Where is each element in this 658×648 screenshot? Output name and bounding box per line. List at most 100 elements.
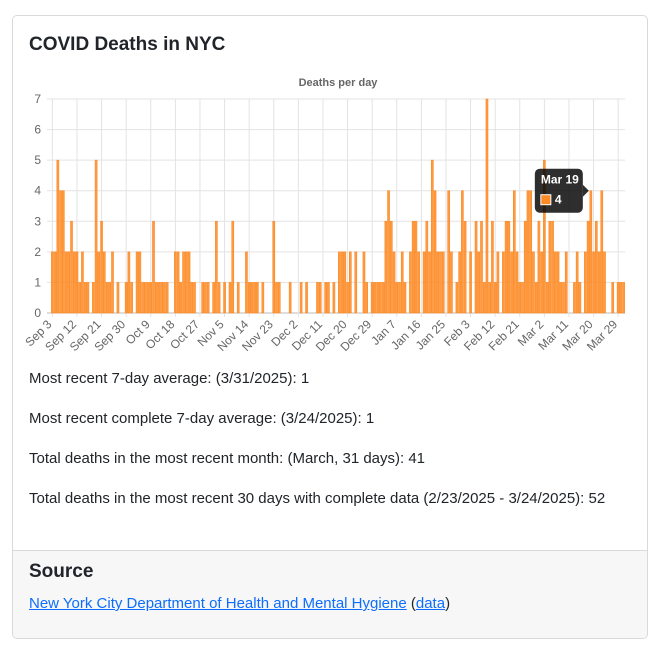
bar xyxy=(340,251,344,314)
bar xyxy=(250,282,254,314)
bar xyxy=(97,251,101,314)
bar xyxy=(529,190,533,314)
bar xyxy=(521,282,524,314)
bar xyxy=(545,282,549,314)
bar xyxy=(389,220,393,314)
stat-30day-total: Total deaths in the most recent 30 days … xyxy=(29,490,606,507)
bar xyxy=(540,251,543,314)
bar xyxy=(422,251,426,314)
bar xyxy=(458,251,461,314)
bar xyxy=(86,282,90,314)
y-tick-label: 7 xyxy=(34,92,41,106)
bar xyxy=(559,282,563,314)
bar xyxy=(622,282,625,314)
bar xyxy=(370,282,374,314)
bar xyxy=(247,282,251,314)
bar xyxy=(51,251,54,314)
bar xyxy=(592,251,595,314)
tooltip-arrow xyxy=(582,184,589,197)
bar xyxy=(135,251,139,314)
bar xyxy=(163,282,166,314)
chart-title: Deaths per day xyxy=(299,77,379,89)
bar xyxy=(518,282,522,314)
paren-open: ( xyxy=(406,595,416,612)
y-tick-label: 4 xyxy=(34,184,41,198)
bar xyxy=(447,190,451,314)
bar xyxy=(215,220,218,314)
bar xyxy=(256,282,259,314)
bar xyxy=(338,251,341,314)
bar xyxy=(450,251,453,314)
bar xyxy=(236,282,240,314)
bar xyxy=(332,282,336,314)
bar xyxy=(493,282,497,314)
bar xyxy=(275,282,278,314)
tooltip-date: Mar 19 xyxy=(541,173,579,187)
bar xyxy=(92,282,95,314)
bar xyxy=(187,251,191,314)
bar xyxy=(348,251,352,314)
bar xyxy=(403,282,407,314)
paren-close: ) xyxy=(445,595,451,612)
source-line: New York City Department of Health and M… xyxy=(29,595,450,612)
bar xyxy=(174,251,177,314)
data-link[interactable]: data xyxy=(415,595,446,612)
bar xyxy=(616,282,620,314)
bar xyxy=(193,282,196,314)
bar xyxy=(288,282,292,314)
bar xyxy=(204,282,207,314)
bar xyxy=(277,282,281,314)
stat-7day-average: Most recent 7-day average: (3/31/2025): … xyxy=(29,370,310,387)
bar xyxy=(600,190,604,314)
bar xyxy=(562,282,565,314)
bar xyxy=(491,220,494,314)
bar xyxy=(603,251,606,314)
y-tick-label: 5 xyxy=(34,153,41,167)
bar xyxy=(586,220,590,314)
bar xyxy=(70,220,73,314)
bar xyxy=(433,190,437,314)
bar xyxy=(482,282,486,314)
bar xyxy=(502,251,505,314)
bar xyxy=(455,282,459,314)
bar xyxy=(154,282,158,314)
bar xyxy=(94,159,98,314)
bar xyxy=(157,282,161,314)
covid-deaths-card: COVID Deaths in NYC Deaths per day 0 1 2 3 4 5… xyxy=(12,15,648,639)
bar xyxy=(160,282,164,314)
bar xyxy=(463,220,467,314)
bar xyxy=(127,251,131,314)
bar xyxy=(305,282,308,314)
bar xyxy=(56,159,60,314)
bar xyxy=(611,282,615,314)
bar xyxy=(64,251,68,314)
bar xyxy=(141,282,144,314)
bar xyxy=(584,251,587,314)
source-footer: Source New York City Department of Healt… xyxy=(13,550,647,638)
y-tick-label: 6 xyxy=(34,123,41,137)
source-link[interactable]: New York City Department of Health and M… xyxy=(29,595,407,612)
bar xyxy=(409,251,412,314)
bar xyxy=(507,220,511,314)
bar xyxy=(575,251,579,314)
bar xyxy=(594,220,598,314)
bar xyxy=(217,282,221,314)
bar xyxy=(179,282,183,314)
bar xyxy=(318,282,322,314)
y-tick-label: 2 xyxy=(34,245,41,259)
bar xyxy=(436,251,440,314)
bar xyxy=(564,251,568,314)
bar xyxy=(526,190,530,314)
bar xyxy=(253,282,256,314)
bar xyxy=(537,220,541,314)
bar xyxy=(553,251,557,314)
bar xyxy=(124,282,128,314)
bar xyxy=(578,282,582,314)
bar xyxy=(228,282,232,314)
bar xyxy=(149,282,153,314)
y-tick-label: 3 xyxy=(34,214,41,228)
bar xyxy=(512,190,516,314)
bar xyxy=(381,282,385,314)
bar xyxy=(100,220,103,314)
tooltip-color-swatch xyxy=(540,194,552,206)
